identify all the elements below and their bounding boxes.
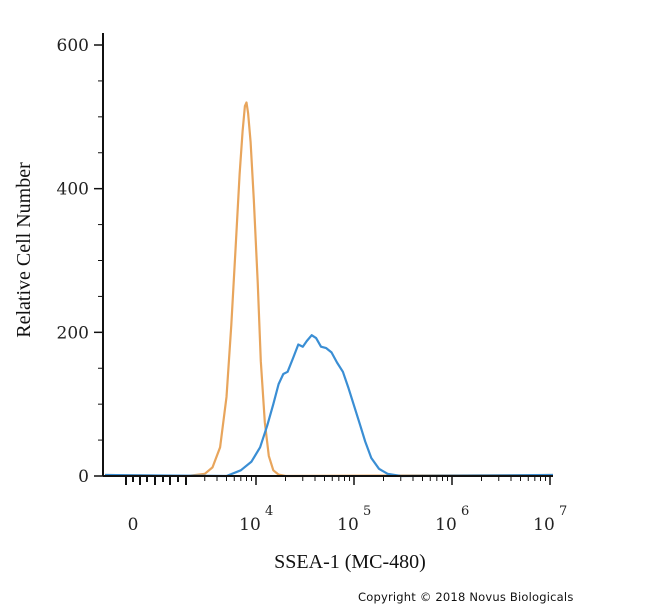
axis-ticks xyxy=(94,44,551,485)
copyright-text: Copyright © 2018 Novus Biologicals xyxy=(358,590,574,604)
histogram-series-1 xyxy=(104,101,554,478)
y-tick-label: 600 xyxy=(57,36,89,56)
y-tick-label: 0 xyxy=(78,467,89,487)
x-tick-exponent: 7 xyxy=(559,504,567,519)
x-axis-title: SSEA-1 (MC-480) xyxy=(274,551,426,573)
x-tick-label: 10 xyxy=(533,515,555,535)
x-tick-exponent: 4 xyxy=(265,504,273,519)
y-tick-label: 400 xyxy=(57,180,89,200)
series-layer xyxy=(104,101,554,478)
x-tick-exponent: 6 xyxy=(461,504,469,519)
y-axis-title: Relative Cell Number xyxy=(13,162,35,338)
histogram-series-2 xyxy=(104,334,554,478)
x-tick-label: 10 xyxy=(239,515,261,535)
tick-labels: 0 200 400 600 0 10 4 10 5 10 6 10 7 xyxy=(57,36,568,535)
x-tick-label: 10 xyxy=(435,515,457,535)
x-tick-label: 0 xyxy=(128,515,139,535)
x-tick-label: 10 xyxy=(337,515,359,535)
y-tick-label: 200 xyxy=(57,323,89,343)
x-tick-exponent: 5 xyxy=(363,504,371,519)
